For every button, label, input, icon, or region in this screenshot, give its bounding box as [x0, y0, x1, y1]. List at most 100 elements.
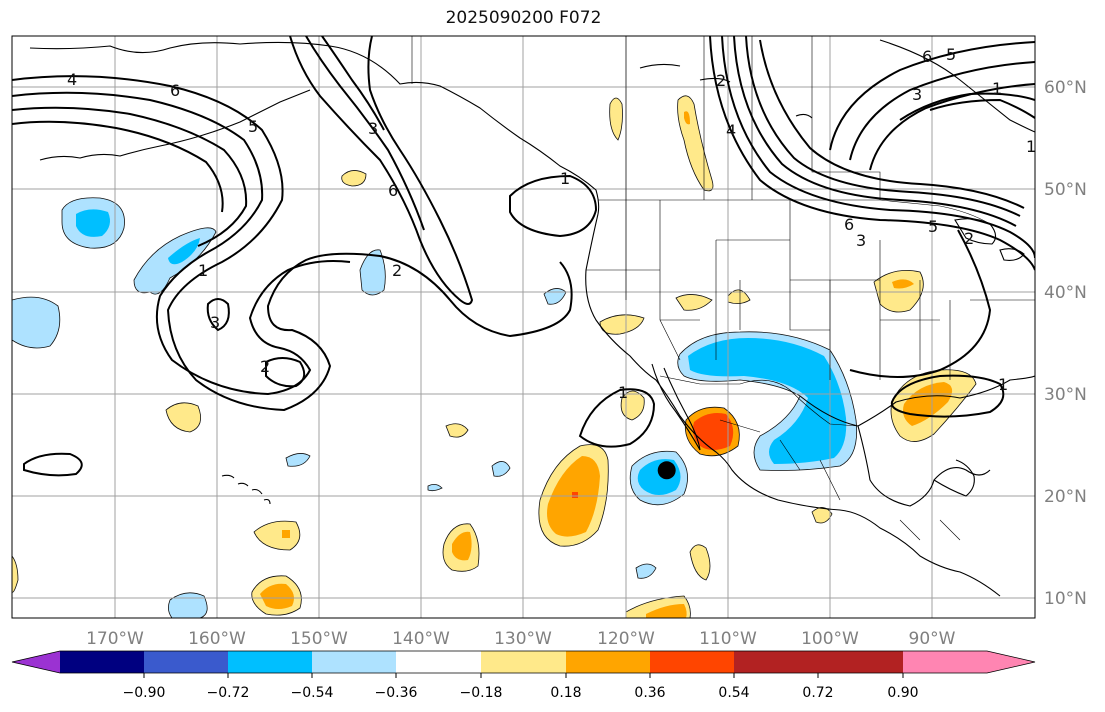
negative-anomaly-core	[168, 238, 200, 265]
contour-label: 3	[912, 85, 922, 104]
positive-anomaly-core	[260, 583, 294, 609]
lon-tick-label: 110°W	[699, 629, 757, 649]
positive-anomaly-area	[620, 390, 645, 421]
colorbar-segment	[228, 651, 312, 673]
contour-label: 3	[210, 313, 220, 332]
colorbar-segment	[481, 651, 566, 673]
contour-label: 1	[618, 383, 628, 402]
negative-anomaly-area	[12, 296, 61, 349]
colorbar-extension-low	[12, 651, 60, 673]
us-mexico-border	[659, 375, 859, 427]
lat-tick-label: 30°N	[1044, 385, 1087, 405]
colorbar-tick-label: −0.36	[375, 685, 418, 701]
colorbar-segment	[144, 651, 228, 673]
negative-anomaly-area	[168, 592, 208, 618]
negative-anomaly-area	[635, 563, 657, 579]
graticule-lines	[12, 36, 1035, 618]
colorbar-ticks	[143, 673, 904, 678]
colorbar-tick-label: −0.90	[123, 685, 166, 701]
lon-tick-label: 150°W	[290, 629, 348, 649]
positive-anomaly-area	[727, 289, 751, 304]
lon-tick-label: 140°W	[392, 629, 450, 649]
us-state-lines	[586, 200, 1035, 380]
positive-anomaly-core	[684, 111, 690, 125]
map-frame	[11, 35, 1036, 619]
political-borders	[411, 36, 1035, 541]
colorbar-extension-high	[987, 651, 1035, 673]
longitude-axis: 170°W 160°W 150°W 140°W 130°W 120°W 110°…	[86, 629, 956, 649]
map-title: 2025090200 F072	[445, 8, 602, 28]
colorbar: −0.90 −0.72 −0.54 −0.36 −0.18 0.18 0.36 …	[11, 650, 1036, 701]
colorbar-segment	[650, 651, 734, 673]
negative-anomaly-area	[427, 484, 443, 492]
coastlines	[29, 39, 1035, 597]
mexico-states	[719, 419, 961, 541]
positive-anomaly-area	[165, 402, 202, 433]
positive-anomaly-core	[692, 413, 734, 450]
contour-label: 6	[170, 81, 180, 100]
positive-anomaly-area	[689, 544, 711, 581]
contour-label: 1	[992, 79, 1002, 98]
colorbar-segment	[734, 651, 818, 673]
positive-anomaly-peak	[572, 492, 578, 498]
lat-tick-label: 60°N	[1044, 78, 1087, 98]
contour-label: 5	[946, 45, 956, 64]
yucatan-coast	[933, 459, 975, 497]
colorbar-tick-label: −0.18	[460, 685, 503, 701]
negative-anomaly-area	[491, 461, 511, 477]
lat-tick-label: 40°N	[1044, 283, 1087, 303]
colorbar-segment	[60, 651, 144, 673]
hawaii-islands	[221, 474, 271, 505]
lat-tick-label: 10°N	[1044, 589, 1087, 609]
colorbar-tick-label: 0.36	[634, 685, 665, 701]
contour-label: 3	[368, 119, 378, 138]
lon-tick-label: 120°W	[597, 629, 655, 649]
pacific-coastline	[585, 213, 1001, 597]
positive-anomaly-core	[646, 604, 687, 618]
gulf-coastline	[799, 375, 1035, 427]
contour-label: 4	[67, 70, 77, 89]
positive-anomaly-area	[12, 555, 19, 593]
contour-label: 2	[260, 357, 270, 376]
contour-label: 1	[560, 169, 570, 188]
negative-anomaly-area	[285, 453, 311, 467]
colorbar-tick-label: 0.90	[887, 685, 918, 701]
positive-anomaly-core	[892, 279, 914, 289]
colorbar-segment	[312, 651, 396, 673]
latitude-axis: 10°N 20°N 30°N 40°N 50°N 60°N	[1044, 78, 1087, 609]
positive-anomaly-area	[873, 269, 924, 313]
lat-tick-label: 20°N	[1044, 487, 1087, 507]
alaska-coastline	[29, 41, 600, 215]
lon-tick-label: 100°W	[801, 629, 859, 649]
colorbar-segment	[903, 651, 987, 673]
positive-anomaly-area	[609, 97, 623, 141]
colorbar-segment	[818, 651, 903, 673]
contour-label: 6	[844, 215, 854, 234]
colorbar-tick-label: 0.18	[550, 685, 581, 701]
colorbar-tick-label: 0.72	[802, 685, 833, 701]
lon-tick-label: 160°W	[188, 629, 246, 649]
contour-label: 2	[716, 71, 726, 90]
colorbar-segment	[396, 651, 481, 673]
negative-anomaly-core	[76, 209, 110, 237]
contour-label: 1	[198, 261, 208, 280]
contour-label: 3	[856, 231, 866, 250]
lon-tick-label: 170°W	[86, 629, 144, 649]
contour-label: 1	[998, 375, 1008, 394]
baja-coastline	[651, 363, 701, 451]
canada-provinces	[625, 36, 881, 200]
positive-anomaly-area	[253, 520, 301, 551]
contour-label: 5	[928, 217, 938, 236]
colorbar-tick-label: −0.72	[207, 685, 250, 701]
positive-anomaly-area	[675, 294, 713, 311]
colorbar-segment	[566, 651, 650, 673]
negative-anomaly-area	[359, 249, 386, 296]
positive-anomaly-area	[341, 170, 367, 187]
contour-label: 1	[1026, 137, 1036, 156]
contour-label-group: 4 6 5 3 6 2 1 3 2 1 1 2 4 6 3 5 2 1 3 6 …	[67, 45, 1036, 402]
aleutian-islands	[39, 89, 311, 161]
positive-anomaly-area	[445, 423, 469, 438]
contour-label: 4	[726, 121, 736, 140]
contour-label: 2	[964, 229, 974, 248]
